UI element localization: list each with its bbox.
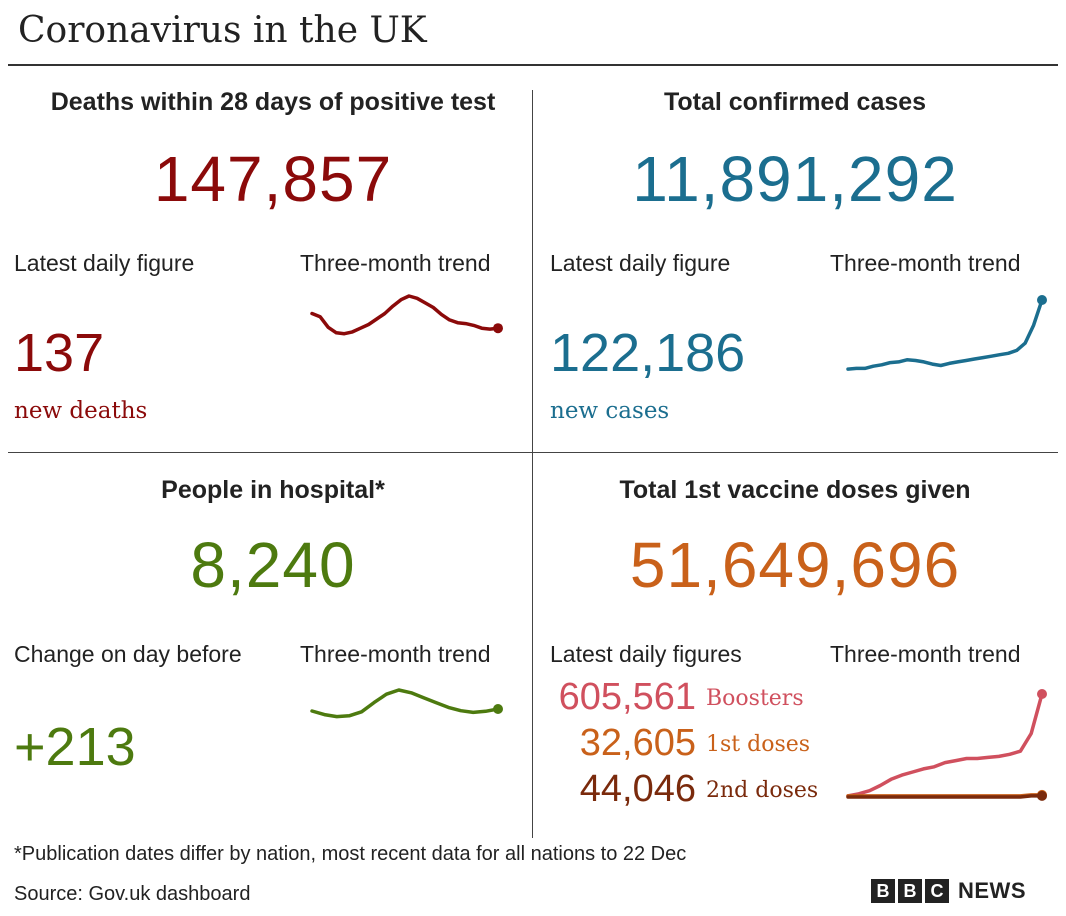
trend-end-point [493, 323, 503, 334]
hospital-latest-label: Change on day before [14, 641, 242, 667]
cases-latest-label: Latest daily figure [550, 250, 731, 276]
trend-line-daily-deaths-7-day-avg-relative- [310, 294, 500, 336]
page-title: Coronavirus in the UK [18, 10, 427, 51]
deaths-trend-chart [310, 294, 503, 336]
cases-latest-value: 122,186 [550, 323, 746, 383]
trend-line-patients-in-hospital-relative- [310, 688, 500, 719]
trend-line-2nd-doses [846, 794, 1044, 799]
cases-latest-sub: new cases [550, 398, 670, 424]
title-rule [8, 64, 1058, 66]
hospital-trend-label: Three-month trend [300, 641, 491, 667]
source-note: Source: Gov.uk dashboard [14, 883, 251, 905]
boosters-value: 605,561 [558, 676, 696, 718]
deaths-heading: Deaths within 28 days of positive test [50, 88, 496, 116]
cases-trend-chart [846, 295, 1047, 371]
trend-end-point [1037, 295, 1047, 305]
hospital-trend-chart [310, 688, 503, 719]
boosters-label: Boosters [706, 686, 804, 711]
cases-trend-label: Three-month trend [830, 250, 1021, 276]
vaccine-heading: Total 1st vaccine doses given [619, 476, 971, 504]
deaths-latest-sub: new deaths [14, 398, 148, 424]
hospital-total: 8,240 [190, 529, 356, 601]
second-doses-value: 44,046 [579, 768, 696, 810]
horizontal-divider [8, 452, 1058, 453]
vaccine-trend-label: Three-month trend [830, 641, 1021, 667]
first-doses-value: 32,605 [579, 722, 696, 764]
second-doses-label: 2nd doses [706, 778, 819, 803]
trend-end-point [1037, 790, 1047, 801]
trend-line-daily-cases-relative- [846, 298, 1044, 371]
bbc-logo-letter: B [871, 879, 895, 903]
deaths-trend-label: Three-month trend [300, 250, 491, 276]
footnote: *Publication dates differ by nation, mos… [14, 843, 687, 865]
vaccine-total: 51,649,696 [629, 529, 961, 601]
first-doses-label: 1st doses [706, 732, 811, 757]
deaths-latest-value: 137 [14, 323, 105, 383]
vaccine-trend-chart [846, 689, 1047, 801]
trend-line-boosters [846, 692, 1044, 798]
vertical-divider [532, 90, 533, 838]
trend-end-point [1037, 689, 1047, 699]
cases-total: 11,891,292 [632, 143, 958, 215]
bbc-news-logo: B B C NEWS [871, 878, 1026, 904]
trend-end-point [493, 704, 503, 714]
bbc-logo-letter: B [898, 879, 922, 903]
hospital-latest-value: +213 [14, 717, 136, 777]
bbc-news-wordmark: NEWS [958, 878, 1026, 903]
hospital-heading: People in hospital* [161, 476, 385, 504]
deaths-total: 147,857 [153, 143, 393, 215]
bbc-logo-letter: C [925, 879, 949, 903]
deaths-latest-label: Latest daily figure [14, 250, 195, 276]
cases-heading: Total confirmed cases [663, 88, 927, 116]
vaccine-latest-label: Latest daily figures [550, 641, 742, 667]
